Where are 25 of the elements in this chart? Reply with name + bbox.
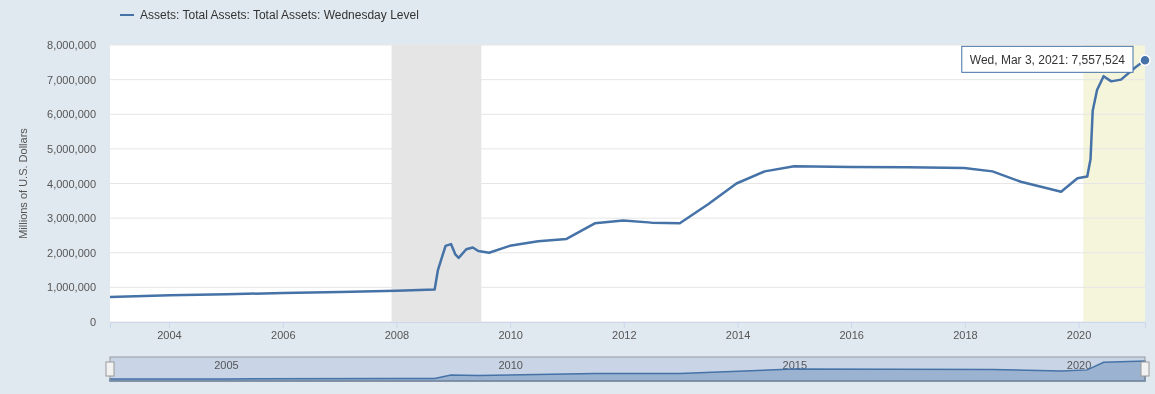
x-tick-label: 2016	[839, 328, 864, 341]
annotation: Wed, Mar 3, 2021: 7,557,524	[969, 53, 1126, 68]
x-tick-label: 2014	[725, 328, 751, 341]
x-tick-label: 2005	[214, 358, 239, 371]
y-tick-label: 0	[89, 316, 96, 329]
y-tick-label: 7,000,000	[47, 73, 96, 86]
y-tick-label: 1,000,000	[47, 281, 96, 294]
y-tick-label: 3,000,000	[47, 212, 96, 225]
x-tick-label: 2018	[953, 328, 978, 341]
y-axis-title: Millions of U.S. Dollars	[17, 127, 29, 239]
x-tick-label: 2012	[612, 328, 637, 341]
y-tick-label: 8,000,000	[47, 39, 96, 52]
x-tick-label: 2010	[498, 328, 523, 341]
x-tick-label: 2010	[498, 358, 523, 371]
legend-label: Assets: Total Assets: Total Assets: Wednesday Level	[140, 8, 419, 22]
y-tick-label: 4,000,000	[47, 177, 96, 190]
y-tick-label: 5,000,000	[47, 142, 96, 155]
x-tick-label: 2015	[782, 358, 808, 371]
x-tick-label: 2006	[271, 328, 296, 341]
y-tick-label: 2,000,000	[47, 246, 96, 259]
x-tick-label: 2004	[157, 328, 182, 341]
x-tick-label: 2008	[384, 328, 410, 341]
x-tick-label: 2020	[1066, 358, 1092, 371]
y-tick-label: 6,000,000	[47, 108, 96, 121]
x-tick-label: 2020	[1066, 328, 1092, 341]
